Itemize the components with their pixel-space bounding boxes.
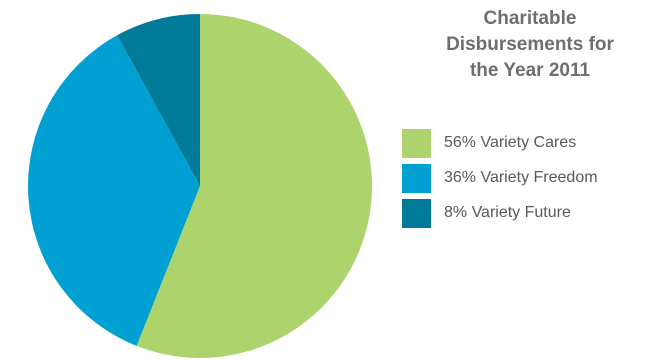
legend-item-variety-freedom: 36% Variety Freedom <box>402 162 664 194</box>
chart-title-line: the Year 2011 <box>469 60 591 81</box>
pie-slice-variety-cares <box>136 14 373 358</box>
pie-slice-variety-freedom <box>28 35 201 346</box>
legend-swatch <box>402 163 431 193</box>
pie-chart <box>28 14 373 358</box>
legend-item-variety-future: 8% Variety Future <box>402 197 664 229</box>
legend: 56% Variety Cares 36% Variety Freedom 8%… <box>402 127 664 232</box>
legend-label: 56% Variety Cares <box>444 134 577 151</box>
chart-title-line: Disbursements for <box>446 34 614 55</box>
legend-label: 36% Variety Freedom <box>444 169 598 186</box>
pie-slice-variety-future <box>117 14 200 186</box>
legend-swatch <box>402 198 431 228</box>
legend-item-variety-cares: 56% Variety Cares <box>402 127 664 159</box>
legend-swatch <box>402 128 431 158</box>
legend-label: 8% Variety Future <box>444 204 571 221</box>
chart-title: Charitable Disbursements for the Year 20… <box>400 6 660 84</box>
chart-title-line: Charitable <box>483 8 577 29</box>
